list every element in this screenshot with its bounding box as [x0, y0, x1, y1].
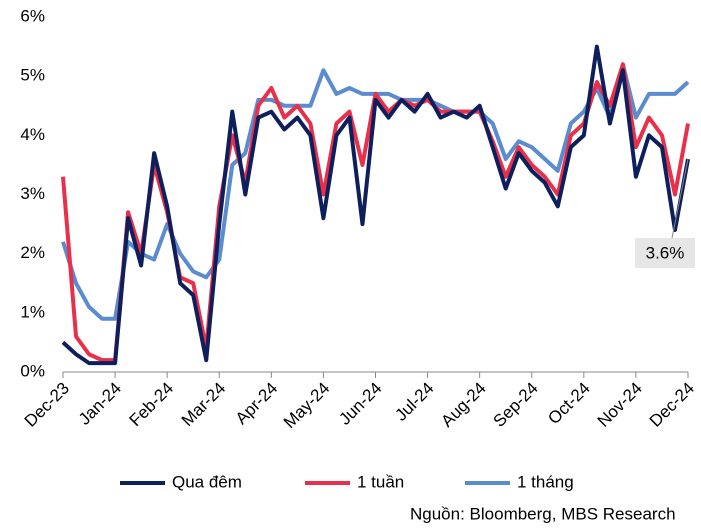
y-tick-label: 6%: [20, 6, 45, 25]
x-tick-label: Jan-24: [75, 379, 125, 429]
x-tick-label: Sep-24: [490, 379, 542, 431]
legend-label: Qua đêm: [172, 472, 242, 491]
annotation-label: 3.6%: [646, 243, 685, 262]
source: Nguồn: Bloomberg, MBS Research: [410, 504, 676, 523]
x-tick-label: May-24: [280, 379, 334, 433]
y-tick-label: 4%: [20, 125, 45, 144]
x-tick-label: Oct-24: [544, 379, 594, 429]
x-tick-label: Nov-24: [594, 379, 646, 431]
legend-label: 1 tháng: [517, 472, 574, 491]
x-tick-label: Dec-23: [21, 379, 73, 431]
annotation-box: [635, 238, 695, 268]
x-tick-label: Feb-24: [126, 379, 178, 431]
x-tick-label: Dec-24: [646, 379, 698, 431]
legend-label: 1 tuần: [357, 472, 404, 491]
x-tick-label: Aug-24: [437, 379, 489, 431]
y-tick-label: 2%: [20, 243, 45, 262]
x-tick-label: Apr-24: [232, 379, 282, 429]
y-tick-label: 0%: [20, 361, 45, 380]
x-tick-label: Jul-24: [391, 379, 437, 425]
y-tick-label: 1%: [20, 302, 45, 321]
x-tick-label: Mar-24: [178, 379, 230, 431]
annotation-leader: [671, 158, 689, 239]
y-tick-label: 5%: [20, 66, 45, 85]
series-line: [61, 44, 690, 366]
x-tick-label: Jun-24: [335, 379, 385, 429]
y-tick-label: 3%: [20, 184, 45, 203]
